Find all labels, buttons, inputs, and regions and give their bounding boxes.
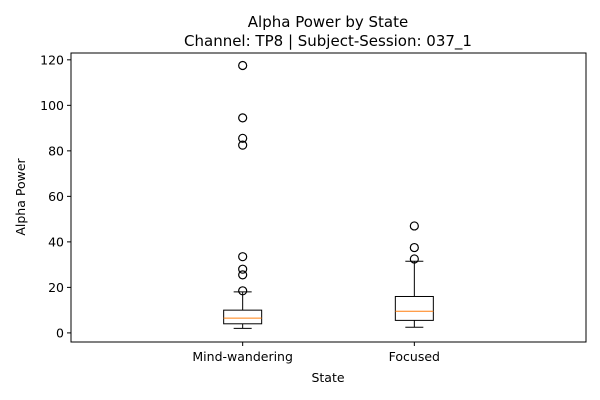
x-axis-label: State xyxy=(311,370,344,385)
box-focused xyxy=(394,221,434,328)
y-tick-label: 120 xyxy=(40,52,64,67)
outlier-point xyxy=(238,264,248,274)
y-tick-label: 20 xyxy=(48,280,64,295)
x-tick-label: Mind-wandering xyxy=(192,349,293,364)
y-tick-label: 100 xyxy=(40,98,64,113)
box-series xyxy=(223,60,434,329)
x-tick-label: Focused xyxy=(389,349,440,364)
outlier-point xyxy=(409,242,419,253)
chart-title: Alpha Power by State xyxy=(248,13,408,31)
outlier-point xyxy=(238,286,248,296)
y-axis: 0 20 40 60 80 100 120 xyxy=(40,52,71,340)
y-tick-label: 80 xyxy=(48,143,64,158)
plot-area-frame xyxy=(70,52,587,343)
outlier-point xyxy=(409,221,419,231)
x-axis: Mind-wandering Focused xyxy=(192,342,440,364)
iqr-box xyxy=(223,309,263,325)
outlier-point xyxy=(238,140,248,150)
outlier-point xyxy=(238,60,248,71)
y-tick-label: 60 xyxy=(48,189,64,204)
y-tick-label: 0 xyxy=(56,325,64,340)
outlier-point xyxy=(238,270,248,280)
outlier-point xyxy=(409,254,419,264)
outlier-point xyxy=(238,133,248,143)
box-mind-wandering xyxy=(223,60,263,329)
y-tick-label: 40 xyxy=(48,234,64,249)
outlier-point xyxy=(238,113,248,123)
iqr-box xyxy=(394,295,434,321)
chart-subtitle: Channel: TP8 | Subject-Session: 037_1 xyxy=(184,32,472,51)
y-axis-label: Alpha Power xyxy=(13,157,28,235)
outlier-point xyxy=(238,252,248,262)
